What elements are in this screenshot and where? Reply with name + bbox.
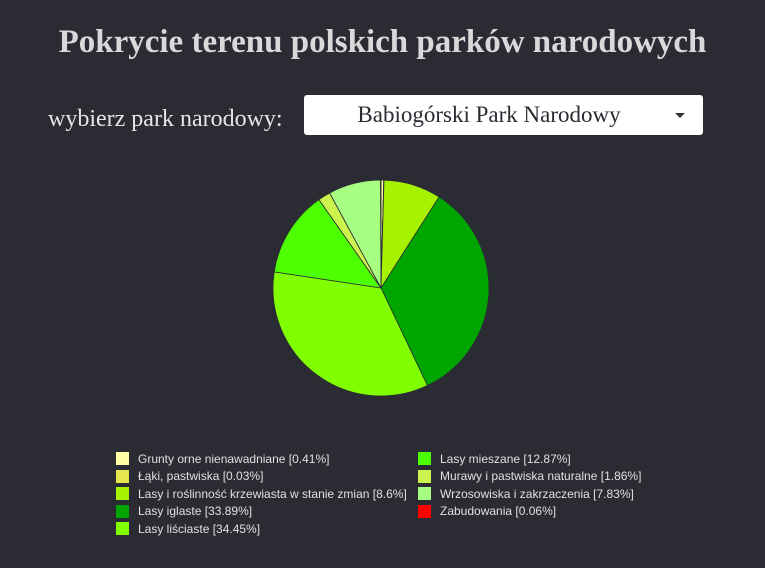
legend-swatch bbox=[418, 469, 431, 483]
page-title: Pokrycie terenu polskich parków narodowy… bbox=[58, 24, 707, 60]
legend-label: Zabudowania [0.06%] bbox=[440, 504, 557, 518]
park-select-label: wybierz park narodowy: bbox=[48, 106, 283, 132]
legend-label: Wrzosowiska i zakrzaczenia [7.83%] bbox=[440, 486, 634, 501]
legend-swatch bbox=[116, 452, 129, 465]
legend-label: Lasy mieszane [12.87%] bbox=[440, 451, 571, 466]
legend-swatch bbox=[116, 469, 129, 483]
park-select[interactable]: Babiogórski Park Narodowy bbox=[304, 95, 703, 135]
legend-item[interactable]: Zabudowania [0.06%] bbox=[418, 503, 556, 520]
legend-label: Lasy i roślinność krzewiasta w stanie zm… bbox=[138, 486, 407, 501]
legend-label: Lasy iglaste [33.89%] bbox=[138, 504, 253, 518]
legend-item[interactable]: Lasy mieszane [12.87%] bbox=[418, 450, 571, 467]
legend-swatch bbox=[418, 452, 431, 465]
legend-label: Łąki, pastwiska [0.03%] bbox=[138, 469, 264, 483]
legend-item[interactable]: Murawy i pastwiska naturalne [1.86%] bbox=[418, 468, 641, 485]
pie-slice-5[interactable] bbox=[273, 199, 382, 289]
legend-item[interactable]: Lasy iglaste [33.89%] bbox=[116, 503, 252, 520]
legend-item[interactable]: Wrzosowiska i zakrzaczenia [7.83%] bbox=[418, 485, 634, 502]
legend-label: Lasy liściaste [34.45%] bbox=[138, 521, 261, 536]
legend-swatch bbox=[116, 522, 129, 535]
pie-slice-4[interactable] bbox=[272, 271, 428, 397]
legend-item[interactable]: Łąki, pastwiska [0.03%] bbox=[116, 468, 263, 485]
chevron-down-icon[interactable] bbox=[675, 113, 685, 118]
legend-swatch bbox=[418, 487, 431, 500]
legend-label: Murawy i pastwiska naturalne [1.86%] bbox=[440, 469, 642, 483]
legend-label: Grunty orne nienawadniane [0.41%] bbox=[138, 451, 330, 466]
legend-item[interactable]: Grunty orne nienawadniane [0.41%] bbox=[116, 450, 329, 467]
legend-swatch bbox=[116, 487, 129, 500]
park-select-value[interactable]: Babiogórski Park Narodowy bbox=[357, 102, 621, 127]
legend-item[interactable]: Lasy i roślinność krzewiasta w stanie zm… bbox=[116, 485, 407, 502]
legend-swatch bbox=[418, 504, 431, 518]
chart-legend: Grunty orne nienawadniane [0.41%] Łąki, p… bbox=[116, 450, 676, 540]
legend-swatch bbox=[116, 504, 129, 518]
pie-slice-3[interactable] bbox=[380, 196, 490, 387]
legend-item[interactable]: Lasy liściaste [34.45%] bbox=[116, 520, 260, 537]
